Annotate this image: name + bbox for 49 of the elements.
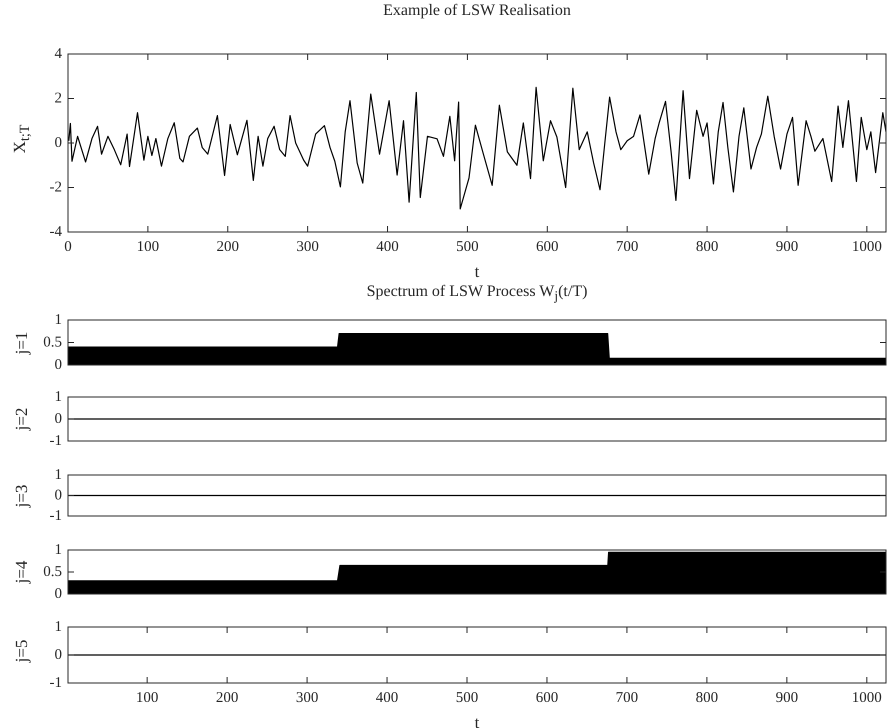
- x-tick-label: 800: [696, 690, 718, 706]
- y-tick-label: -1: [50, 508, 62, 524]
- y-tick-label: 1: [54, 542, 62, 558]
- x-tick-label: 300: [296, 690, 318, 706]
- x-tick-label: 400: [376, 690, 398, 706]
- y-tick-label: 2: [54, 90, 62, 106]
- x-tick-label: 500: [456, 690, 478, 706]
- y-axis-title: j=3: [12, 484, 32, 507]
- y-axis-title: j=4: [12, 560, 32, 584]
- x-tick-label: 900: [776, 690, 798, 706]
- y-tick-label: 4: [54, 46, 62, 62]
- x-tick-label: 100: [136, 238, 160, 255]
- y-axis-title: j=2: [12, 408, 32, 430]
- y-tick-label: -4: [50, 224, 62, 240]
- y-tick-label: -1: [50, 432, 62, 449]
- y-tick-label: 1: [54, 312, 62, 328]
- x-axis-title: t: [474, 262, 480, 282]
- x-tick-label: 100: [136, 690, 158, 706]
- chart-title: Spectrum of LSW Process W$_{j}$(t/T): [366, 283, 588, 304]
- x-axis-title: t: [474, 713, 480, 728]
- y-axis-title: j=1: [12, 331, 32, 354]
- y-tick-label: 0: [54, 487, 62, 504]
- x-tick-label: 400: [376, 238, 399, 255]
- x-tick-label: 200: [216, 238, 240, 255]
- x-tick-label: 1000: [852, 690, 882, 706]
- y-axis-title: j=5: [12, 639, 32, 662]
- y-tick-label: 0: [54, 134, 62, 151]
- x-tick-label: 600: [536, 690, 558, 706]
- x-tick-label: 800: [696, 238, 718, 255]
- x-tick-label: 700: [616, 690, 638, 706]
- y-tick-label: -1: [50, 674, 62, 691]
- y-tick-label: 0: [54, 410, 62, 427]
- y-tick-label: 0: [54, 356, 62, 373]
- y-tick-label: 0.5: [43, 564, 62, 580]
- x-tick-label: 500: [456, 238, 479, 255]
- x-tick-label: 200: [216, 690, 238, 706]
- y-tick-label: 0: [54, 646, 62, 663]
- x-tick-label: 700: [616, 238, 638, 255]
- y-tick-label: 0.5: [43, 334, 62, 350]
- x-tick-label: 600: [536, 238, 559, 255]
- y-tick-label: 0: [54, 586, 62, 602]
- x-tick-label: 1000: [852, 238, 882, 255]
- y-tick-label: 1: [54, 618, 62, 635]
- y-tick-label: 1: [54, 466, 62, 483]
- chart-title: Example of LSW Realisation: [382, 2, 572, 20]
- x-tick-label: 300: [296, 238, 319, 255]
- x-tick-label: 900: [776, 238, 798, 255]
- y-tick-label: -2: [50, 179, 62, 196]
- y-tick-label: 1: [54, 388, 62, 405]
